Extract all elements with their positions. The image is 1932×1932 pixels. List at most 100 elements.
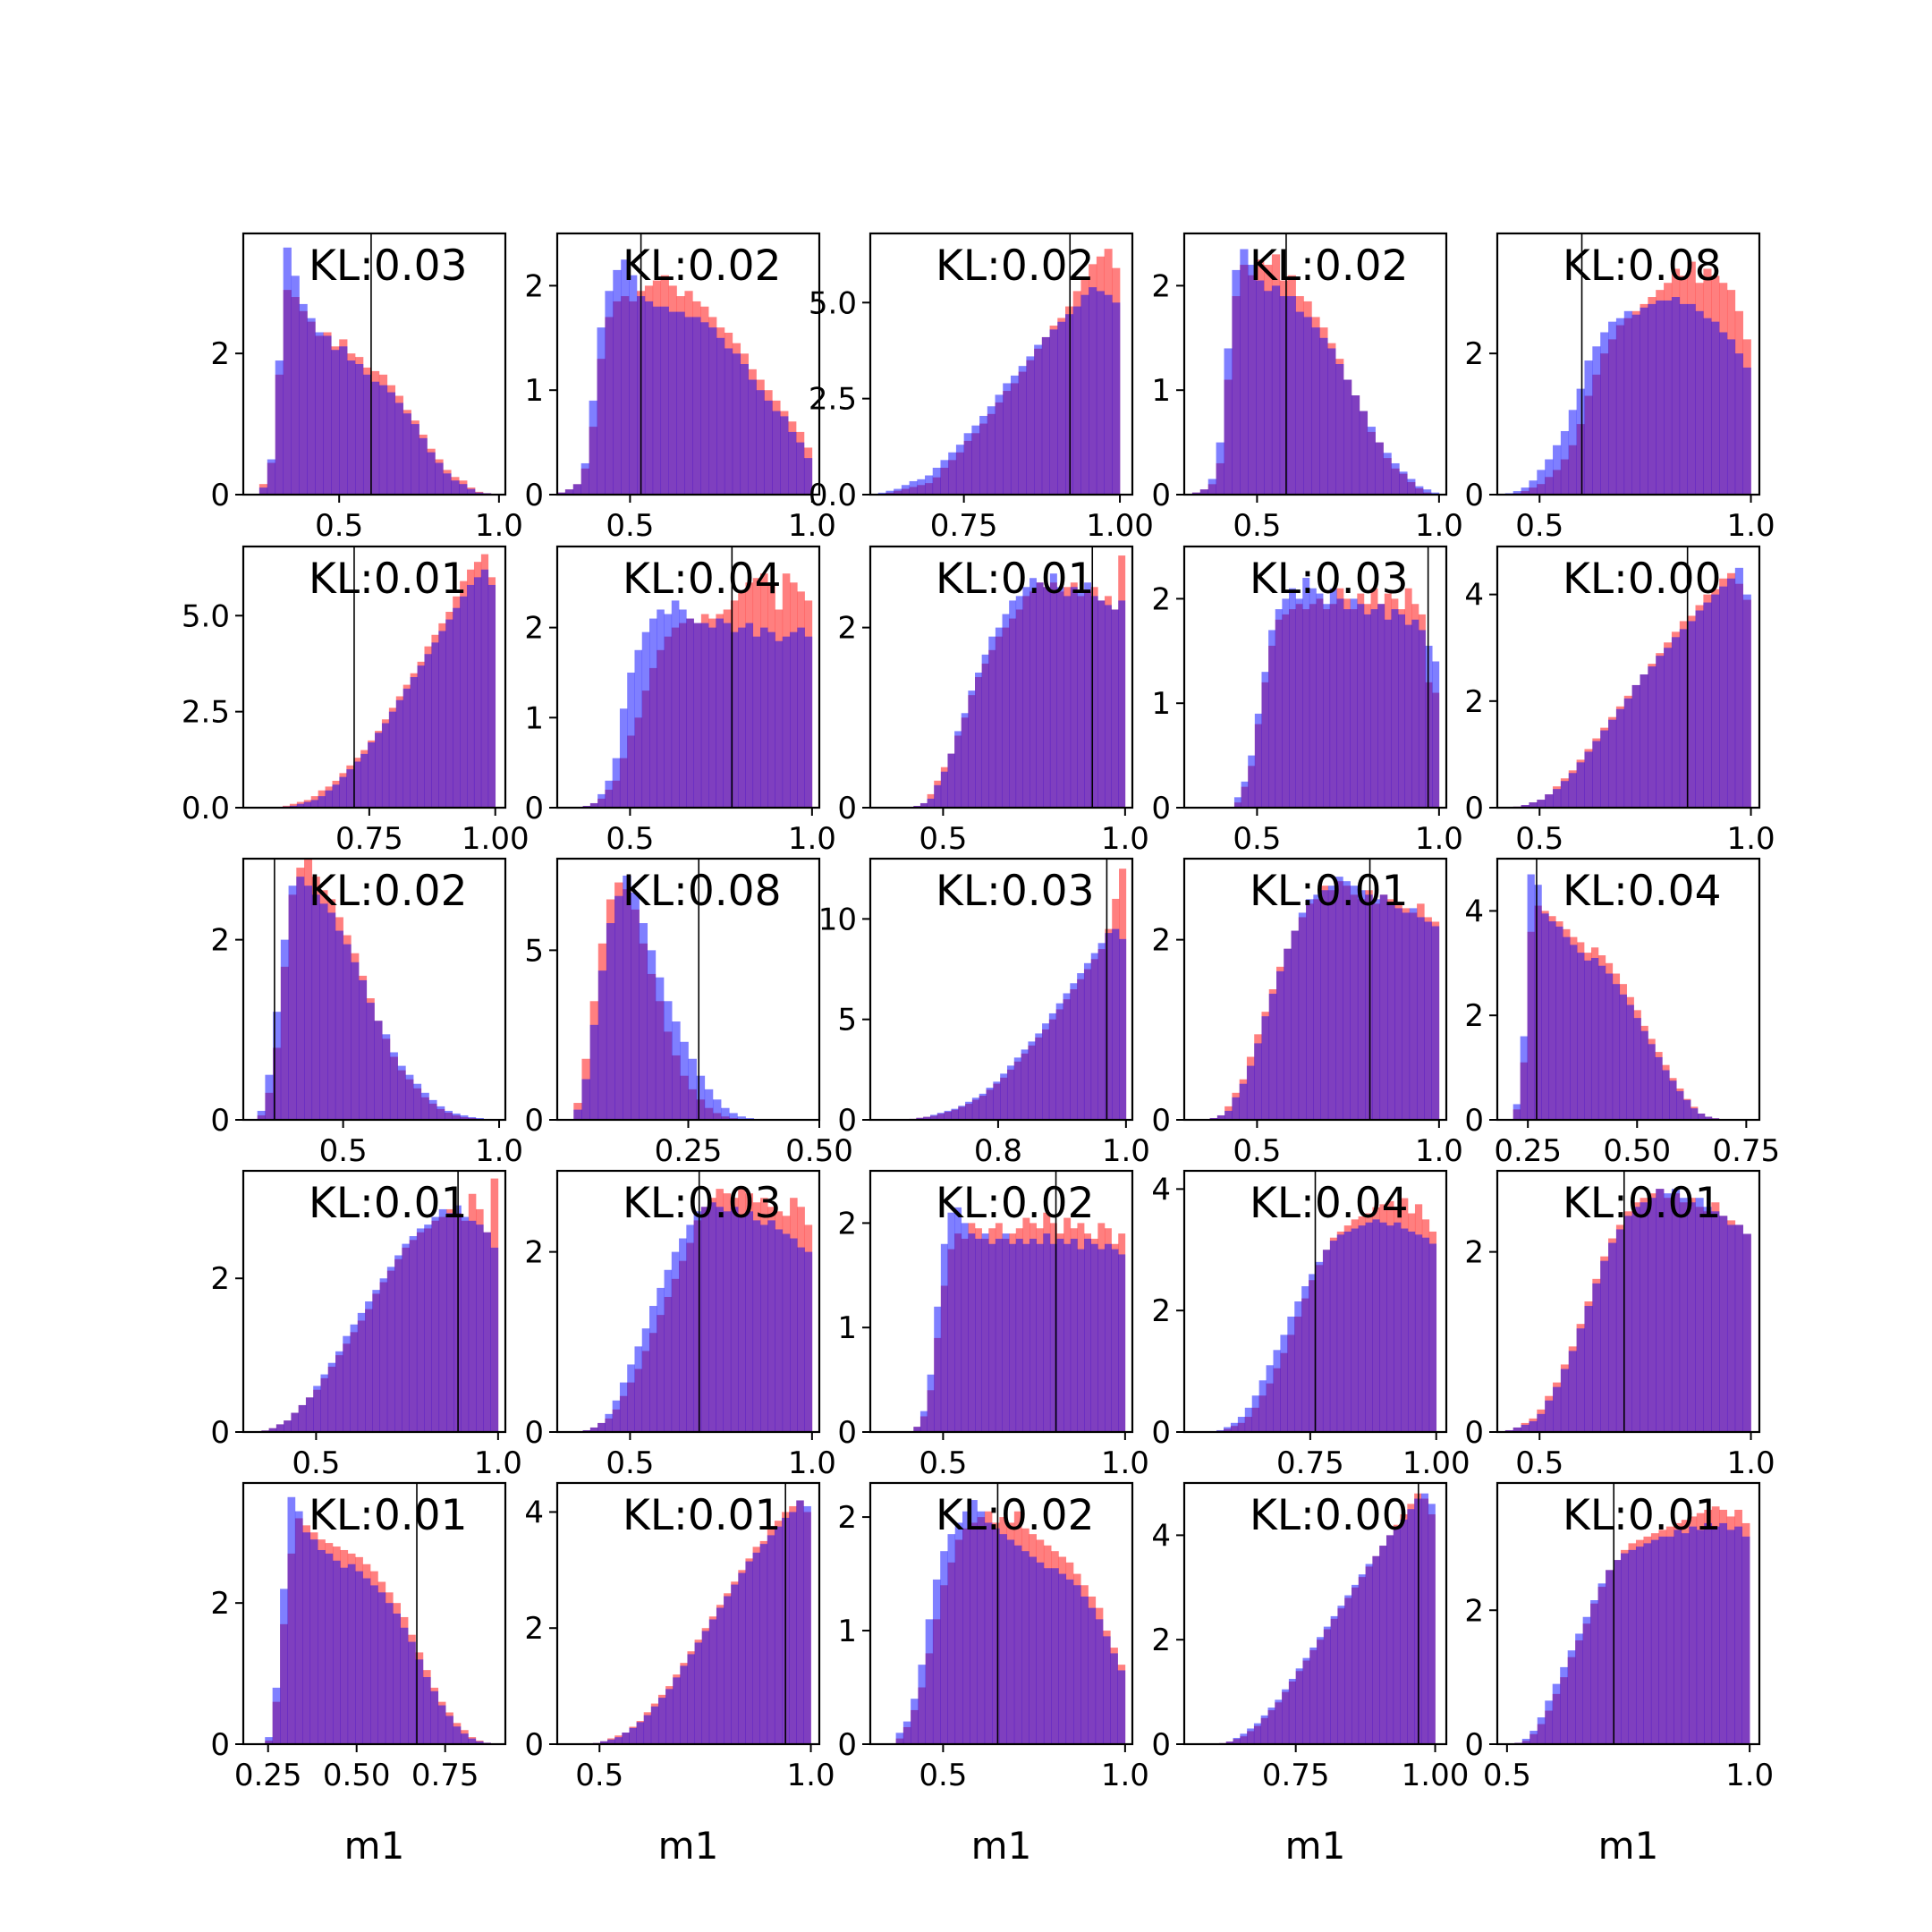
histogram-bar — [613, 269, 622, 495]
histogram-bar — [370, 1585, 378, 1744]
histogram-bar — [360, 753, 369, 808]
histogram-bar — [460, 596, 468, 808]
histogram-bar — [1055, 1003, 1063, 1120]
histogram-bar — [1430, 492, 1440, 495]
subplot-1-1: 0.5 1.0 0 2 KL:0.03 — [210, 232, 523, 544]
histogram-bar — [298, 1404, 307, 1432]
histogram-bar — [1320, 890, 1329, 1120]
subplot-4-2: 0.5 1.0 0 2 KL:0.03 — [524, 1169, 836, 1481]
x-tick-label: 1.0 — [788, 821, 836, 857]
histogram-bar — [320, 1374, 329, 1432]
histogram-bar — [902, 1721, 911, 1744]
y-tick-label: 2 — [837, 1500, 857, 1536]
histogram-bar — [359, 979, 368, 1120]
histogram-bar — [1365, 894, 1373, 1120]
histogram-bar — [318, 796, 326, 808]
histogram-bar — [692, 317, 701, 495]
histogram-bar — [1687, 303, 1696, 495]
histogram-bar — [1555, 926, 1563, 1120]
y-tick-label: 0 — [210, 1103, 230, 1139]
histogram-bars — [265, 1496, 499, 1744]
histogram-bar — [444, 1110, 453, 1120]
histogram-bar — [386, 1267, 395, 1432]
subplot-5-3: 0.5 1.0 0 1 2 KL:0.02 m1 — [837, 1481, 1149, 1868]
histogram-bar — [1695, 610, 1704, 808]
histogram-bar — [723, 1211, 732, 1432]
histogram-bar — [304, 886, 313, 1120]
histogram-bar — [1089, 287, 1097, 495]
histogram-bar — [1696, 1530, 1705, 1744]
histogram-bar — [1425, 645, 1433, 808]
histogram-bar — [452, 1113, 461, 1120]
histogram-bar — [1063, 993, 1071, 1120]
histogram-bar — [557, 492, 566, 495]
histogram-bar — [1330, 1615, 1338, 1744]
histogram-bar — [1424, 921, 1432, 1120]
histogram-bar — [1527, 874, 1535, 1120]
histogram-bar — [927, 1374, 935, 1432]
histogram-bar — [597, 1422, 606, 1432]
histogram-bar — [767, 1220, 775, 1432]
histogram-bar — [1411, 619, 1419, 808]
histogram-bar — [402, 413, 411, 495]
histogram-bar — [385, 1603, 394, 1744]
x-axis-label: m1 — [1598, 1824, 1659, 1868]
histogram-bar — [1428, 1504, 1436, 1744]
histogram-bar — [1095, 1619, 1104, 1744]
histogram-bar — [1316, 593, 1324, 808]
histogram-bar — [1379, 1222, 1387, 1432]
y-tick-label: 0 — [1151, 1103, 1171, 1139]
histogram-bar — [1289, 588, 1296, 808]
histogram-bar — [1026, 356, 1035, 495]
histogram-bar — [970, 1500, 978, 1744]
y-tick-label: 2 — [1151, 1293, 1171, 1329]
histogram-bar — [759, 1544, 768, 1744]
histogram-bar — [1545, 459, 1554, 495]
histogram-bar — [954, 731, 962, 808]
x-tick-label: 0.5 — [1515, 1445, 1563, 1481]
histogram-bar — [895, 1733, 904, 1744]
histogram-bar — [1393, 1527, 1401, 1744]
x-tick-label: 1.0 — [788, 508, 836, 544]
histogram-bar — [1232, 269, 1241, 495]
histogram-bar — [1073, 1585, 1081, 1744]
histogram-bar — [803, 1505, 811, 1744]
histogram-bar — [473, 577, 482, 808]
histogram-bar — [1648, 1198, 1657, 1432]
histogram-bar — [461, 1216, 470, 1432]
histogram-bar — [672, 1021, 681, 1120]
histogram-bar — [1619, 994, 1627, 1120]
histogram-bar — [370, 381, 380, 495]
histogram-bar — [1365, 1563, 1373, 1744]
histogram-bar — [664, 1001, 673, 1120]
histogram-bar — [947, 1534, 956, 1744]
histogram-bar — [660, 306, 669, 495]
histogram-bar — [1615, 1229, 1625, 1432]
histogram-bar — [954, 1522, 963, 1744]
histogram-bar — [1224, 1110, 1233, 1120]
x-tick-label: 0.5 — [919, 821, 967, 857]
histogram-bar — [296, 877, 305, 1120]
histogram-bar — [1288, 1679, 1296, 1744]
histogram-bar — [1048, 1013, 1056, 1120]
histogram-bar — [415, 1659, 424, 1744]
axes-frame — [1182, 1169, 1448, 1434]
histogram-bar — [339, 776, 347, 808]
histogram-bar — [1010, 375, 1019, 495]
histogram-bar — [886, 490, 894, 495]
histogram-bar — [940, 460, 949, 495]
histogram-bars — [1233, 578, 1440, 808]
y-tick-label: 0 — [1464, 1415, 1484, 1451]
kl-divergence-label: KL:0.00 — [1563, 555, 1722, 604]
histogram-bar — [1521, 1739, 1530, 1744]
histogram-bar — [612, 758, 621, 808]
histogram-bar — [919, 802, 928, 808]
histogram-bar — [1311, 327, 1320, 495]
histogram-bar — [1695, 310, 1704, 495]
histogram-bars — [1504, 1189, 1751, 1432]
y-tick-label: 2 — [837, 1206, 857, 1241]
histogram-bar — [696, 1075, 706, 1120]
histogram-bar — [600, 1741, 608, 1744]
histogram-bar — [476, 1224, 484, 1432]
histogram-bar — [1404, 624, 1412, 808]
